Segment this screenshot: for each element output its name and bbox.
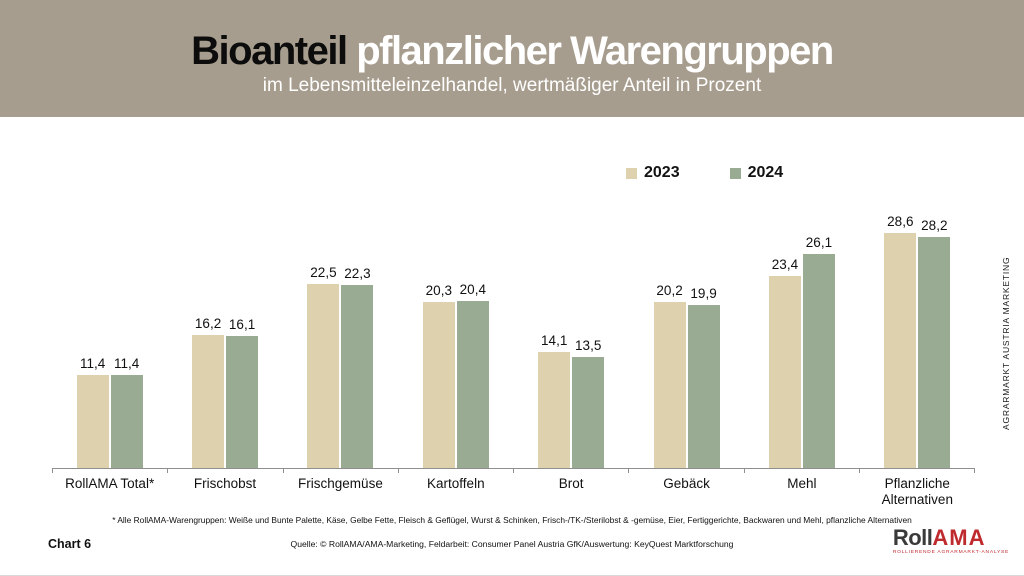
category-label: RollAMA Total* [65, 476, 155, 491]
bar-group: 11,4 11,4 [52, 356, 167, 468]
bar-chart-plot: 11,4 11,4 16,2 16,1 22,5 22,3 20,3 20,4 14,1 13,5… [52, 208, 975, 469]
bar-column-2023: 11,4 [76, 355, 109, 468]
bar-column-2023: 22,5 [307, 264, 340, 468]
rollama-logo-roll: Roll [892, 525, 933, 550]
slide-title-white: pflanzlicher Warengruppen [346, 29, 834, 73]
bar-column-2023: 20,2 [653, 283, 686, 468]
footnote: * Alle RollAMA-Warengruppen: Weiße und B… [112, 515, 912, 525]
bar-2024 [802, 253, 835, 468]
axis-tick [397, 468, 513, 473]
slide-subtitle: im Lebensmitteleinzelhandel, wertmäßiger… [262, 75, 762, 96]
bar-column-2023: 23,4 [768, 257, 801, 468]
bar-column-2024: 11,4 [110, 355, 143, 468]
bar-column-2024: 20,4 [456, 281, 489, 468]
category-label: Pflanzliche Alternativen [881, 476, 953, 508]
rollama-logo-ama: AMA [932, 525, 986, 550]
category-label: Frischobst [193, 476, 257, 491]
axis-tick [743, 468, 859, 473]
bar-value-label: 14,1 [541, 333, 568, 349]
bar-column-2024: 26,1 [802, 234, 835, 468]
bar-column-2023: 14,1 [538, 333, 571, 468]
axis-tick [858, 468, 974, 473]
category-label: Frischgemüse [298, 476, 383, 491]
rollama-logo-tagline: ROLLIERENDE AGRARMARKT-ANALYSE [892, 550, 1009, 555]
axis-tick [513, 468, 628, 473]
legend-swatch-2023 [626, 167, 637, 179]
chart-legend: 2023 2024 [626, 164, 783, 182]
bar-value-label: 22,3 [344, 266, 371, 282]
bar-value-label: 23,4 [771, 257, 799, 273]
axis-tick [628, 468, 743, 473]
bar-value-label: 11,4 [114, 355, 140, 371]
bar-2024 [456, 300, 489, 468]
bar-value-label: 13,5 [575, 338, 602, 354]
x-axis-ticks [52, 468, 975, 473]
bar-2023 [307, 283, 340, 468]
bar-column-2023: 20,3 [422, 282, 455, 468]
category-label: Kartoffeln [427, 476, 485, 491]
bar-value-label: 19,9 [690, 285, 717, 301]
bar-value-label: 28,2 [921, 217, 948, 233]
bar-2024 [226, 335, 259, 468]
rollama-logo: RollAMA ROLLIERENDE AGRARMARKT-ANALYSE [893, 527, 1009, 556]
slide-title: Bioanteil pflanzlicher Warengruppen [0, 30, 1024, 72]
bar-group: 16,2 16,1 [167, 316, 282, 468]
bar-2023 [884, 233, 917, 468]
bar-value-label: 16,2 [194, 316, 222, 332]
bar-2023 [422, 301, 455, 468]
bar-group: 20,2 19,9 [629, 283, 744, 468]
bar-2024 [572, 357, 605, 468]
axis-tick [52, 468, 167, 473]
bar-value-label: 11,4 [80, 355, 106, 371]
bar-2023 [192, 335, 225, 468]
bar-value-label: 16,1 [228, 316, 256, 332]
slide-title-black: Bioanteil [191, 29, 348, 73]
legend-item-2023: 2023 [626, 164, 680, 182]
bar-2023 [653, 302, 686, 468]
bar-2023 [768, 276, 801, 468]
bar-column-2023: 16,2 [192, 316, 225, 468]
bar-value-label: 22,5 [310, 264, 337, 280]
bar-group: 23,4 26,1 [744, 235, 859, 468]
bar-value-label: 28,6 [887, 214, 914, 230]
bar-value-label: 20,2 [656, 283, 683, 299]
legend-swatch-2024 [729, 167, 741, 179]
bar-group: 20,3 20,4 [398, 282, 513, 468]
bar-column-2024: 13,5 [572, 338, 605, 468]
legend-label: 2023 [644, 164, 680, 181]
x-axis-category-labels: RollAMA Total* Frischobst Frischgemüse Kart… [52, 474, 975, 508]
axis-tick [167, 468, 282, 473]
category-label: Mehl [787, 476, 817, 491]
bar-2024 [687, 304, 720, 468]
bar-value-label: 26,1 [805, 234, 833, 250]
category-label: Brot [558, 476, 584, 491]
bar-column-2024: 22,3 [341, 266, 374, 468]
category-label: Gebäck [663, 476, 710, 491]
bar-column-2023: 28,6 [884, 214, 917, 468]
bar-2024 [110, 374, 143, 468]
axis-tick [282, 468, 398, 473]
bar-2023 [76, 374, 109, 468]
bar-group: 14,1 13,5 [514, 333, 629, 468]
legend-item-2024: 2024 [729, 164, 784, 182]
bar-column-2024: 16,1 [226, 316, 259, 468]
bar-value-label: 20,3 [425, 282, 452, 298]
bar-2023 [538, 352, 571, 468]
bar-2024 [918, 236, 951, 468]
chart-number: Chart 6 [48, 537, 92, 551]
header-band: Bioanteil pflanzlicher Warengruppen im L… [0, 0, 1024, 117]
bar-value-label: 20,4 [459, 281, 486, 297]
bar-group: 28,6 28,2 [860, 214, 975, 468]
bar-column-2024: 28,2 [918, 217, 951, 468]
legend-label: 2024 [747, 164, 784, 181]
bar-column-2024: 19,9 [687, 285, 720, 468]
bar-group: 22,5 22,3 [283, 264, 398, 468]
source-line: Quelle: © RollAMA/AMA-Marketing, Feldarb… [290, 539, 734, 549]
bar-2024 [341, 285, 374, 468]
rollama-logo-wordmark: RollAMA [893, 527, 1009, 549]
side-vertical-text: AGRARMARKT AUSTRIA MARKETING [1001, 256, 1011, 430]
